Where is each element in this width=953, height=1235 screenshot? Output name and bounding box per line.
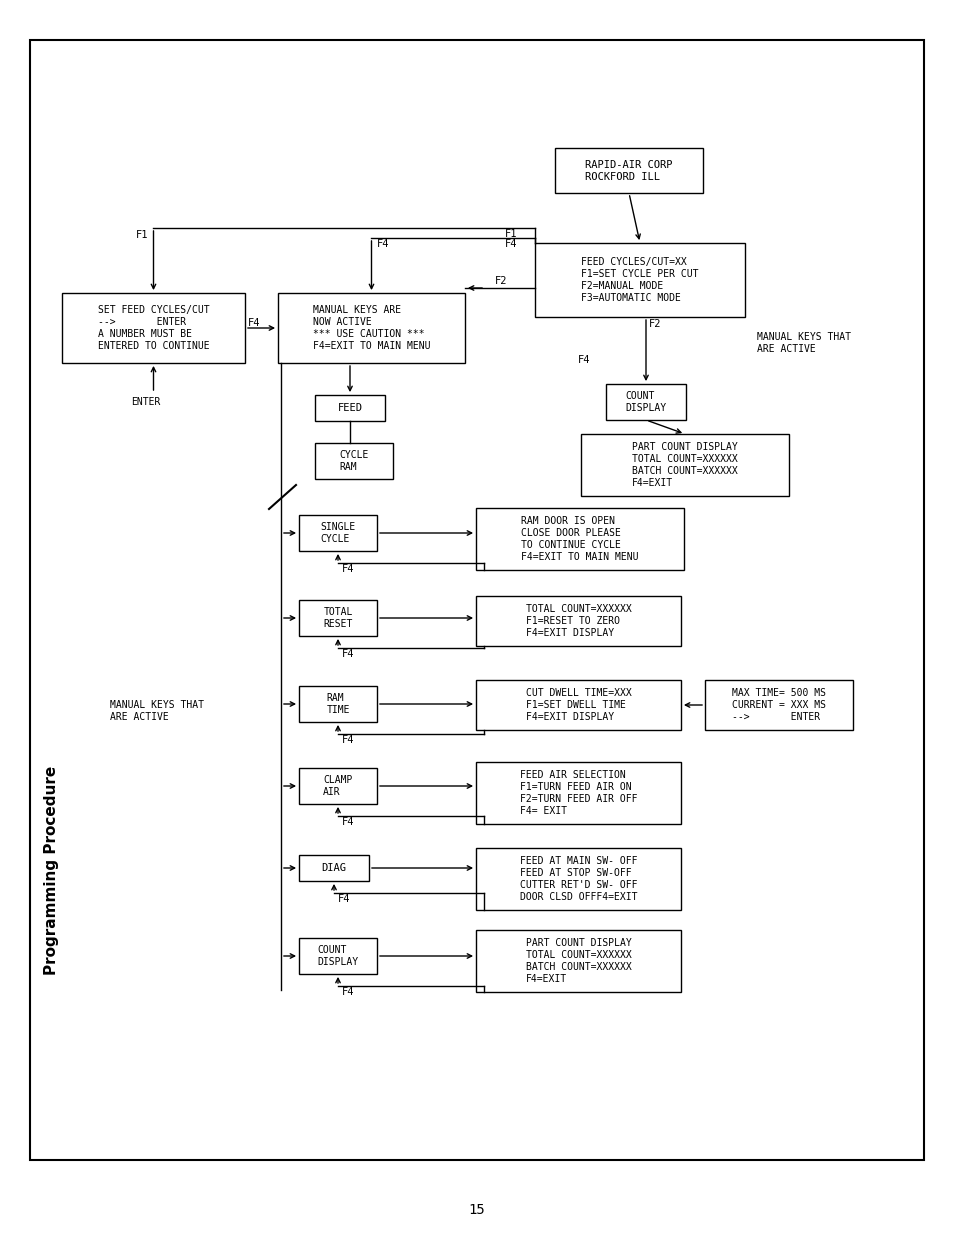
Bar xyxy=(476,508,683,571)
Bar xyxy=(314,443,393,479)
Text: SET FEED CYCLES/CUT
-->       ENTER
A NUMBER MUST BE
ENTERED TO CONTINUE: SET FEED CYCLES/CUT --> ENTER A NUMBER M… xyxy=(97,305,209,351)
Text: RAM DOOR IS OPEN
CLOSE DOOR PLEASE
TO CONTINUE CYCLE
F4=EXIT TO MAIN MENU: RAM DOOR IS OPEN CLOSE DOOR PLEASE TO CO… xyxy=(520,516,639,562)
Text: TOTAL
RESET: TOTAL RESET xyxy=(323,606,353,629)
Text: F4: F4 xyxy=(504,240,517,249)
Text: FEED AT MAIN SW- OFF
FEED AT STOP SW-OFF
CUTTER RET'D SW- OFF
DOOR CLSD OFFF4=EX: FEED AT MAIN SW- OFF FEED AT STOP SW-OFF… xyxy=(519,856,637,902)
Bar xyxy=(298,685,376,722)
Text: Programming Procedure: Programming Procedure xyxy=(45,766,59,974)
Text: PART COUNT DISPLAY
TOTAL COUNT=XXXXXX
BATCH COUNT=XXXXXX
F4=EXIT: PART COUNT DISPLAY TOTAL COUNT=XXXXXX BA… xyxy=(525,939,631,984)
Text: F4: F4 xyxy=(337,894,350,904)
Bar xyxy=(476,848,680,910)
Text: COUNT
DISPLAY: COUNT DISPLAY xyxy=(625,391,666,412)
Text: F2: F2 xyxy=(648,319,660,329)
Text: FEED AIR SELECTION
F1=TURN FEED AIR ON
F2=TURN FEED AIR OFF
F4= EXIT: FEED AIR SELECTION F1=TURN FEED AIR ON F… xyxy=(519,769,637,816)
Bar xyxy=(476,762,680,824)
Bar xyxy=(298,515,376,551)
Bar xyxy=(476,930,680,992)
Text: F4: F4 xyxy=(341,650,355,659)
Text: F2: F2 xyxy=(495,275,507,287)
Text: DIAG: DIAG xyxy=(321,863,346,873)
Text: MANUAL KEYS THAT
ARE ACTIVE: MANUAL KEYS THAT ARE ACTIVE xyxy=(757,332,850,354)
Text: F4: F4 xyxy=(248,317,260,329)
Text: F4: F4 xyxy=(341,818,355,827)
Text: F1: F1 xyxy=(135,230,148,240)
Text: MANUAL KEYS ARE
NOW ACTIVE
*** USE CAUTION ***
F4=EXIT TO MAIN MENU: MANUAL KEYS ARE NOW ACTIVE *** USE CAUTI… xyxy=(313,305,430,351)
Bar xyxy=(298,768,376,804)
Bar xyxy=(314,395,385,421)
Text: F4: F4 xyxy=(341,735,355,745)
Text: SINGLE
CYCLE: SINGLE CYCLE xyxy=(320,522,355,543)
Bar xyxy=(605,384,685,420)
Text: FEED: FEED xyxy=(337,403,362,412)
Text: ENTER: ENTER xyxy=(132,396,161,408)
Text: RAM
TIME: RAM TIME xyxy=(326,693,350,715)
Text: F1: F1 xyxy=(504,228,517,240)
Text: FEED CYCLES/CUT=XX
F1=SET CYCLE PER CUT
F2=MANUAL MODE
F3=AUTOMATIC MODE: FEED CYCLES/CUT=XX F1=SET CYCLE PER CUT … xyxy=(580,257,698,303)
Text: CUT DWELL TIME=XXX
F1=SET DWELL TIME
F4=EXIT DISPLAY: CUT DWELL TIME=XXX F1=SET DWELL TIME F4=… xyxy=(525,688,631,722)
Text: F4: F4 xyxy=(376,240,389,249)
Bar xyxy=(704,680,852,730)
Bar xyxy=(580,433,788,496)
Text: 15: 15 xyxy=(468,1203,485,1216)
Text: TOTAL COUNT=XXXXXX
F1=RESET TO ZERO
F4=EXIT DISPLAY: TOTAL COUNT=XXXXXX F1=RESET TO ZERO F4=E… xyxy=(525,604,631,638)
Bar xyxy=(535,243,744,317)
Text: F4: F4 xyxy=(341,987,355,997)
Bar xyxy=(62,293,245,363)
Text: MANUAL KEYS THAT
ARE ACTIVE: MANUAL KEYS THAT ARE ACTIVE xyxy=(110,700,204,722)
Text: CLAMP
AIR: CLAMP AIR xyxy=(323,776,353,797)
Bar xyxy=(555,148,702,193)
Bar xyxy=(277,293,464,363)
Text: CYCLE
RAM: CYCLE RAM xyxy=(339,450,368,472)
Bar xyxy=(476,597,680,646)
Bar xyxy=(298,600,376,636)
Text: PART COUNT DISPLAY
TOTAL COUNT=XXXXXX
BATCH COUNT=XXXXXX
F4=EXIT: PART COUNT DISPLAY TOTAL COUNT=XXXXXX BA… xyxy=(632,442,737,488)
Text: F4: F4 xyxy=(341,564,355,574)
Bar xyxy=(298,855,369,881)
Bar xyxy=(298,939,376,974)
Text: MAX TIME= 500 MS
CURRENT = XXX MS
-->       ENTER: MAX TIME= 500 MS CURRENT = XXX MS --> EN… xyxy=(731,688,825,722)
Bar xyxy=(476,680,680,730)
Text: RAPID-AIR CORP
ROCKFORD ILL: RAPID-AIR CORP ROCKFORD ILL xyxy=(584,159,672,182)
Text: F4: F4 xyxy=(578,354,590,366)
Text: COUNT
DISPLAY: COUNT DISPLAY xyxy=(317,945,358,967)
